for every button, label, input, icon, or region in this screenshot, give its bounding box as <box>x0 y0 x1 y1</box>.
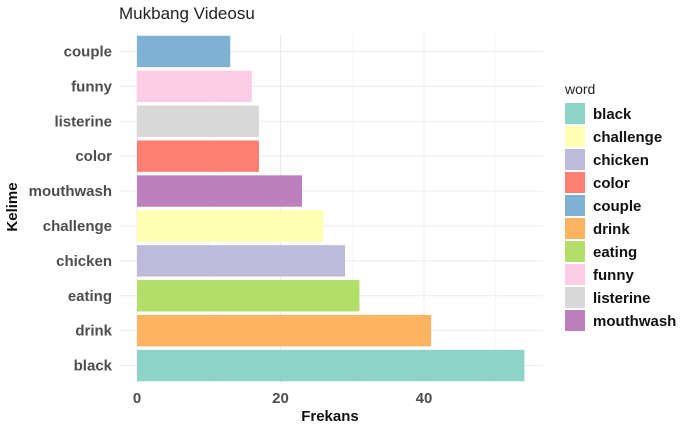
legend-swatch-challenge <box>565 126 585 147</box>
legend: word black challenge chicken color couple dri… <box>564 81 676 331</box>
x-tick-label: 40 <box>416 390 433 407</box>
y-tick-label-mouthwash: mouthwash <box>29 183 112 200</box>
legend-swatch-couple <box>565 195 585 216</box>
legend-swatch-eating <box>565 241 585 262</box>
bar-chicken <box>137 245 346 277</box>
x-tick-label: 0 <box>133 390 141 407</box>
legend-title: word <box>564 81 595 97</box>
x-axis-title: Frekans <box>301 408 359 425</box>
bar-eating <box>137 280 360 312</box>
legend-label-black: black <box>593 106 632 123</box>
legend-label-eating: eating <box>593 244 637 261</box>
y-tick-label-eating: eating <box>68 288 112 305</box>
legend-label-mouthwash: mouthwash <box>593 313 676 330</box>
legend-label-listerine: listerine <box>593 290 651 307</box>
legend-label-couple: couple <box>593 198 641 215</box>
legend-swatch-color <box>565 172 585 193</box>
y-tick-label-black: black <box>74 358 113 375</box>
legend-label-chicken: chicken <box>593 152 649 169</box>
legend-label-drink: drink <box>593 221 630 238</box>
bar-black <box>137 349 525 382</box>
bar-funny <box>137 70 252 103</box>
legend-swatch-funny <box>565 264 585 285</box>
bar-color <box>137 140 259 172</box>
y-tick-label-funny: funny <box>71 78 112 95</box>
bar-drink <box>137 314 432 347</box>
bar-challenge <box>137 210 324 242</box>
y-tick-label-couple: couple <box>64 43 112 60</box>
legend-swatch-chicken <box>565 149 585 170</box>
legend-label-color: color <box>593 175 630 192</box>
x-tick-label: 20 <box>272 390 289 407</box>
bar-couple <box>137 35 231 68</box>
legend-swatch-mouthwash <box>565 310 585 331</box>
y-tick-label-color: color <box>75 148 112 165</box>
bar-listerine <box>137 105 259 137</box>
y-tick-label-drink: drink <box>75 323 112 340</box>
x-tick-labels: 0 20 40 <box>133 390 433 407</box>
bar-mouthwash <box>137 175 303 207</box>
legend-swatch-drink <box>565 218 585 239</box>
y-tick-label-chicken: chicken <box>56 253 112 270</box>
bars <box>137 35 525 382</box>
y-tick-label-challenge: challenge <box>43 218 112 235</box>
legend-swatch-listerine <box>565 287 585 308</box>
legend-label-challenge: challenge <box>593 129 662 146</box>
y-tick-labels: black drink eating chicken challenge mouthwas… <box>29 43 113 374</box>
chart-title: Mukbang Videosu <box>119 4 255 23</box>
legend-swatch-black <box>565 103 585 124</box>
legend-label-funny: funny <box>593 267 634 284</box>
y-tick-label-listerine: listerine <box>54 113 112 130</box>
y-axis-title: Kelime <box>4 182 21 231</box>
